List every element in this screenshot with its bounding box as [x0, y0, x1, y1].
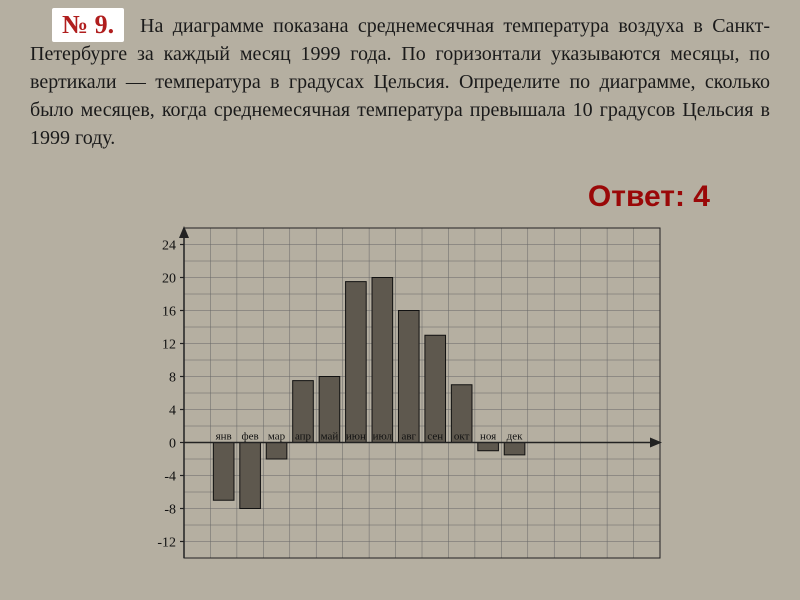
chart-svg: -12 -8 -4 0 4 8 12 16 20 24 янвфевмарапрмайиюниюла…	[130, 218, 670, 578]
svg-text:авг: авг	[401, 431, 416, 443]
svg-text:дек: дек	[507, 431, 523, 443]
svg-text:май: май	[321, 431, 339, 443]
svg-text:4: 4	[169, 404, 176, 419]
svg-text:12: 12	[162, 338, 176, 353]
svg-text:8: 8	[169, 371, 176, 386]
svg-text:16: 16	[162, 305, 176, 320]
temperature-bar-chart: -12 -8 -4 0 4 8 12 16 20 24 янвфевмарапрмайиюниюла…	[130, 218, 670, 578]
svg-text:24: 24	[162, 239, 176, 254]
svg-text:0: 0	[169, 437, 176, 452]
svg-text:апр: апр	[295, 431, 312, 443]
svg-text:мар: мар	[268, 431, 286, 443]
svg-text:июл: июл	[373, 431, 393, 443]
svg-text:сен: сен	[427, 431, 443, 443]
answer-label: Ответ: 4	[588, 180, 710, 214]
svg-text:-12: -12	[157, 536, 176, 551]
svg-text:июн: июн	[346, 431, 366, 443]
svg-text:янв: янв	[216, 431, 232, 443]
svg-text:20: 20	[162, 272, 176, 287]
problem-text: На диаграмме показана среднемесячная тем…	[30, 12, 770, 152]
svg-text:-8: -8	[164, 503, 176, 518]
svg-text:-4: -4	[164, 470, 176, 485]
svg-text:окт: окт	[454, 431, 470, 443]
svg-text:ноя: ноя	[480, 431, 496, 443]
svg-text:фев: фев	[242, 431, 259, 443]
problem-text-body: На диаграмме показана среднемесячная тем…	[30, 15, 770, 149]
